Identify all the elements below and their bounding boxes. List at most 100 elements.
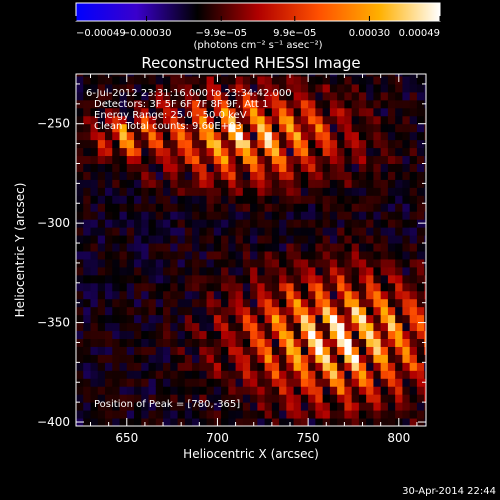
heatmap-cell	[242, 235, 251, 244]
heatmap-cell	[148, 330, 157, 339]
heatmap-cell	[170, 330, 179, 339]
heatmap-cell	[264, 346, 273, 355]
heatmap-cell	[380, 338, 389, 347]
heatmap-cell	[358, 235, 367, 244]
heatmap-cell	[177, 386, 186, 395]
heatmap-cell	[76, 306, 84, 316]
heatmap-cell	[308, 75, 316, 85]
heatmap-cell	[192, 354, 200, 363]
heatmap-cell	[308, 123, 316, 133]
heatmap-cell	[293, 211, 302, 220]
heatmap-cell	[221, 354, 229, 363]
heatmap-cell	[344, 394, 353, 403]
heatmap-cell	[119, 418, 128, 426]
heatmap-cell	[242, 99, 251, 109]
heatmap-cell	[387, 163, 396, 172]
heatmap-cell	[395, 155, 403, 164]
heatmap-cell	[322, 99, 331, 109]
heatmap-cell	[112, 282, 121, 292]
heatmap-cell	[126, 187, 135, 196]
heatmap-cell	[351, 410, 360, 419]
heatmap-cell	[184, 362, 193, 371]
annotation-detectors: Detectors: 3F 5F 6F 7F 8F 9F, Att 1	[94, 99, 268, 110]
heatmap-cell	[351, 163, 360, 172]
heatmap-cell	[257, 115, 266, 125]
heatmap-cell	[322, 243, 331, 252]
heatmap-cell	[184, 195, 193, 204]
heatmap-cell	[90, 83, 99, 93]
heatmap-cell	[184, 322, 193, 332]
heatmap-cell	[105, 203, 113, 212]
heatmap-cell	[155, 338, 164, 347]
heatmap-cell	[250, 163, 258, 172]
heatmap-cell	[409, 330, 418, 339]
heatmap-cell	[300, 250, 309, 260]
heatmap-cell	[119, 330, 128, 339]
heatmap-cell	[112, 227, 121, 236]
heatmap-cell	[184, 163, 193, 172]
heatmap-cell	[250, 171, 258, 180]
heatmap-cell	[358, 219, 367, 228]
heatmap-cell	[337, 147, 345, 157]
heatmap-cell	[206, 187, 215, 196]
heatmap-cell	[163, 147, 171, 157]
heatmap-cell	[264, 219, 273, 228]
heatmap-cell	[300, 282, 309, 292]
heatmap-cell	[373, 74, 382, 77]
heatmap-cell	[279, 211, 287, 220]
heatmap-cell	[235, 83, 244, 93]
heatmap-cell	[235, 354, 244, 363]
heatmap-cell	[76, 330, 84, 339]
heatmap-cell	[308, 211, 316, 220]
heatmap-cell	[76, 187, 84, 196]
heatmap-cell	[141, 179, 150, 188]
heatmap-cell	[213, 266, 222, 276]
heatmap-cell	[300, 99, 309, 109]
heatmap-cell	[402, 163, 411, 172]
heatmap-cell	[293, 418, 302, 426]
heatmap-cell	[402, 243, 411, 252]
heatmap-cell	[387, 99, 396, 109]
heatmap-cell	[387, 203, 396, 212]
heatmap-cell	[322, 354, 331, 363]
heatmap-cell	[242, 274, 251, 284]
heatmap-cell	[148, 83, 157, 93]
heatmap-cell	[279, 386, 287, 395]
heatmap-cell	[416, 74, 425, 77]
heatmap-cell	[184, 91, 193, 101]
heatmap-cell	[250, 155, 258, 164]
heatmap-cell	[163, 107, 171, 117]
heatmap-cell	[148, 338, 157, 347]
heatmap-cell	[329, 266, 338, 276]
heatmap-cell	[228, 219, 237, 228]
heatmap-cell	[141, 155, 150, 164]
heatmap-cell	[76, 195, 84, 204]
heatmap-cell	[279, 322, 287, 332]
heatmap-cell	[264, 418, 273, 426]
heatmap-cell	[163, 235, 171, 244]
heatmap-cell	[409, 131, 418, 141]
heatmap-cell	[97, 163, 106, 172]
heatmap-cell	[228, 314, 237, 324]
heatmap-cell	[134, 74, 142, 77]
heatmap-cell	[329, 330, 338, 339]
heatmap-cell	[286, 266, 295, 276]
heatmap-cell	[83, 195, 92, 204]
heatmap-cell	[83, 227, 92, 236]
heatmap-cell	[192, 322, 200, 332]
heatmap-cell	[373, 219, 382, 228]
heatmap-cell	[177, 235, 186, 244]
heatmap-cell	[228, 250, 237, 260]
heatmap-cell	[199, 243, 208, 252]
heatmap-cell	[286, 258, 295, 268]
heatmap-cell	[271, 314, 280, 324]
heatmap-cell	[380, 274, 389, 284]
heatmap-cell	[235, 306, 244, 316]
heatmap-cell	[126, 410, 135, 419]
heatmap-cell	[416, 386, 425, 395]
heatmap-cell	[221, 155, 229, 164]
heatmap-cell	[221, 290, 229, 300]
heatmap-cell	[90, 250, 99, 260]
heatmap-cell	[409, 274, 418, 284]
heatmap-cell	[351, 155, 360, 164]
